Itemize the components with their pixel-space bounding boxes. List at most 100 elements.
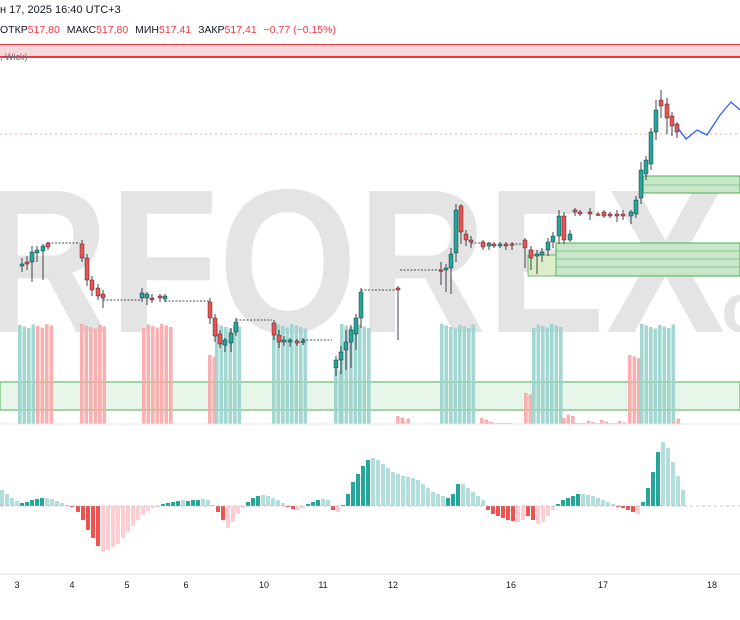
candle-up[interactable]	[281, 339, 287, 343]
candle-up[interactable]	[550, 235, 556, 243]
candle-down[interactable]	[271, 322, 277, 336]
candle-down[interactable]	[300, 340, 306, 343]
candle-up[interactable]	[633, 199, 639, 215]
candle-down[interactable]	[480, 241, 486, 248]
candle-down[interactable]	[561, 215, 567, 241]
candle-up[interactable]	[443, 267, 449, 271]
volume-bar-up	[444, 325, 449, 424]
candle-down[interactable]	[458, 205, 464, 233]
candle-down[interactable]	[601, 211, 607, 217]
candle-down[interactable]	[620, 213, 626, 217]
osc-bar-negative	[81, 506, 85, 520]
volume-bar-up	[303, 328, 308, 424]
candle-up[interactable]	[233, 321, 239, 333]
time-axis-tick-label: 10	[259, 580, 269, 590]
osc-bar-positive	[391, 472, 395, 506]
candle-up[interactable]	[648, 131, 654, 165]
volume-bar-up	[467, 328, 471, 424]
candle-up[interactable]	[497, 243, 503, 247]
candle-down[interactable]	[395, 287, 401, 291]
candle-up[interactable]	[567, 233, 573, 241]
candle-up[interactable]	[19, 263, 25, 267]
candle-down[interactable]	[503, 243, 509, 247]
candle-down[interactable]	[572, 209, 578, 213]
candle-down[interactable]	[669, 115, 675, 127]
osc-bar-positive	[55, 501, 59, 506]
candle-up[interactable]	[628, 211, 634, 217]
osc-bar-positive	[446, 498, 450, 506]
candle-down[interactable]	[463, 233, 469, 241]
candle-up[interactable]	[139, 292, 145, 299]
low-label: МИН	[135, 24, 160, 36]
candle-down[interactable]	[84, 257, 90, 281]
candle-up[interactable]	[287, 339, 293, 343]
demand-zone-upper[interactable]	[642, 175, 740, 194]
candle-up[interactable]	[545, 241, 551, 251]
osc-bar-positive	[646, 488, 650, 506]
candle-down[interactable]	[664, 103, 670, 119]
candle-down[interactable]	[509, 243, 515, 246]
candle-down[interactable]	[674, 123, 680, 133]
demand-zone-middle[interactable]	[555, 242, 740, 277]
candle-down[interactable]	[491, 243, 497, 247]
candle-up[interactable]	[222, 339, 228, 346]
candle-up[interactable]	[40, 245, 46, 252]
candle-down[interactable]	[468, 239, 474, 243]
candle-down[interactable]	[577, 211, 583, 215]
osc-bar-negative	[521, 506, 525, 520]
candle-down[interactable]	[79, 243, 85, 259]
candle-up[interactable]	[643, 159, 649, 175]
candle-up[interactable]	[343, 341, 349, 351]
candle-down[interactable]	[587, 211, 593, 215]
candle-down[interactable]	[207, 301, 213, 319]
candle-up[interactable]	[29, 251, 35, 263]
volume-bar-down	[486, 422, 490, 424]
candle-up[interactable]	[638, 169, 644, 199]
volume-bar-down	[89, 327, 93, 424]
candle-up[interactable]	[162, 295, 168, 300]
resistance-zone[interactable]	[0, 43, 740, 58]
volume-bar-down	[40, 327, 45, 424]
candle-down[interactable]	[614, 213, 620, 217]
time-axis[interactable]: 3 4 5 6 10 11 12 16 17 18	[14, 580, 717, 590]
candle-down[interactable]	[95, 287, 101, 297]
candle-up[interactable]	[448, 253, 454, 269]
candle-up[interactable]	[358, 291, 364, 319]
candle-down[interactable]	[45, 242, 51, 248]
candle-down[interactable]	[528, 249, 534, 259]
candle-up[interactable]	[486, 242, 492, 247]
osc-bar-positive	[201, 499, 205, 506]
osc-bar-positive	[15, 501, 19, 506]
candle-up[interactable]	[144, 293, 150, 299]
volume-bar-up	[658, 325, 662, 424]
candle-up[interactable]	[556, 215, 562, 237]
candle-up[interactable]	[534, 253, 540, 257]
candle-down[interactable]	[217, 333, 223, 345]
osc-bar-negative	[101, 506, 105, 552]
candle-down[interactable]	[595, 213, 601, 216]
candle-down[interactable]	[149, 297, 155, 301]
candle-up[interactable]	[353, 317, 359, 335]
candle-down[interactable]	[658, 99, 664, 107]
candle-down[interactable]	[24, 261, 30, 265]
candle-down[interactable]	[607, 213, 613, 217]
candle-up[interactable]	[348, 329, 354, 343]
candle-down[interactable]	[294, 340, 300, 344]
candle-down[interactable]	[276, 334, 282, 343]
candle-down[interactable]	[157, 295, 163, 299]
candle-down[interactable]	[522, 239, 528, 249]
candle-down[interactable]	[438, 269, 444, 272]
candle-up[interactable]	[228, 332, 234, 344]
candle-down[interactable]	[89, 279, 95, 291]
volume-bar-down	[604, 421, 609, 424]
candle-down[interactable]	[100, 293, 106, 299]
candle-up[interactable]	[333, 359, 339, 369]
candle-up[interactable]	[453, 209, 459, 254]
candle-up[interactable]	[539, 251, 545, 256]
candlesticks[interactable]	[19, 90, 680, 376]
candle-up[interactable]	[34, 249, 40, 254]
candle-up[interactable]	[653, 109, 659, 133]
candle-down[interactable]	[212, 317, 218, 337]
candle-up[interactable]	[338, 351, 344, 361]
